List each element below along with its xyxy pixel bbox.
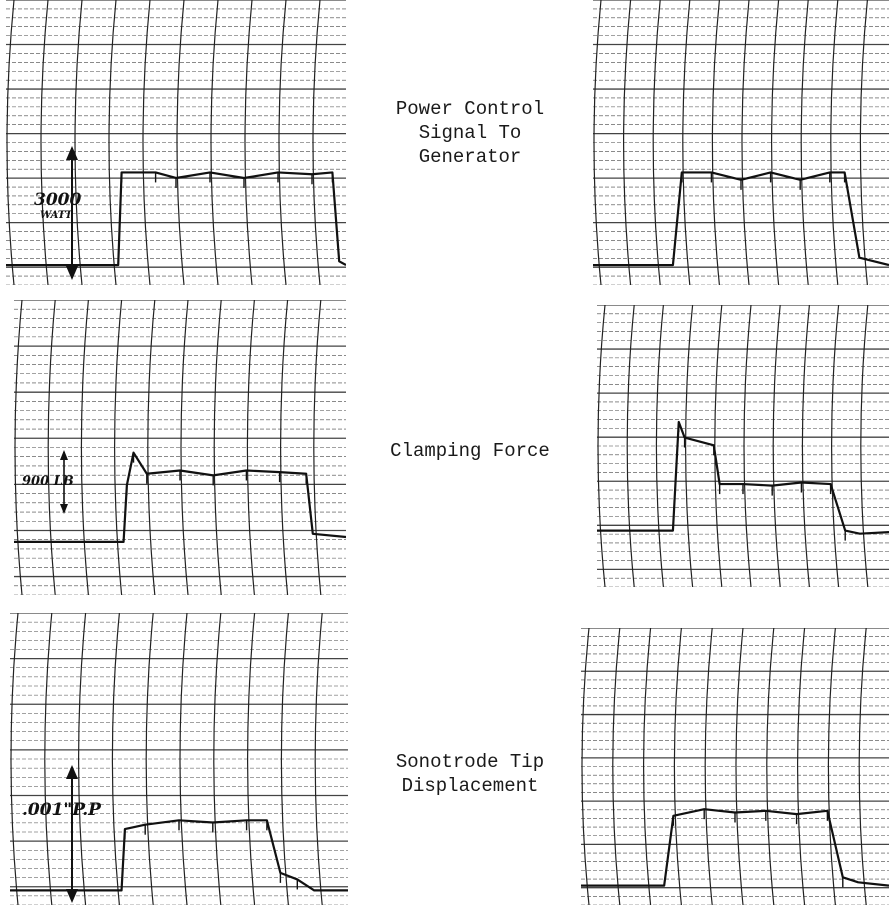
clamping-force-plot-left — [14, 300, 346, 595]
grid-vline — [685, 305, 694, 587]
grid-vline — [314, 613, 323, 905]
power-control-chart-left — [6, 0, 346, 285]
power-control-plot-left — [6, 0, 346, 285]
grid-vline — [827, 628, 836, 905]
grid-vline — [581, 628, 590, 905]
grid-vline — [772, 305, 781, 587]
grid-vline — [244, 0, 253, 285]
grid-vline — [626, 305, 635, 587]
grid-vline — [213, 613, 222, 905]
grid-vline — [741, 0, 750, 285]
grid-vline — [830, 0, 839, 285]
grid-vline — [47, 300, 56, 595]
grid-vline — [180, 300, 189, 595]
signal-trace — [597, 420, 889, 535]
sonotrode-chart-right — [581, 628, 889, 905]
grid-vline — [280, 613, 289, 905]
grid-vline — [14, 300, 23, 595]
grid-vline — [766, 628, 775, 905]
grid-vline — [673, 628, 682, 905]
grid-vline — [643, 628, 652, 905]
grid-vline — [612, 628, 621, 905]
grid-vline — [743, 305, 752, 587]
grid-vline — [40, 0, 49, 285]
caption-sonotrode-line-2: Displacement — [401, 775, 539, 797]
caption-sonotrode-line-1: Sonotrode Tip — [395, 751, 545, 773]
grid-vline — [80, 300, 89, 595]
power-control-chart-right — [593, 0, 889, 285]
grid-vline — [246, 300, 255, 595]
clamping-force-plot-right — [597, 305, 889, 587]
caption-clamping-line-1: Clamping Force — [390, 440, 550, 462]
grid-vline — [114, 300, 123, 595]
grid-vline — [711, 0, 720, 285]
grid-vline — [280, 300, 289, 595]
grid-vline — [74, 0, 83, 285]
grid-vline — [10, 613, 19, 905]
grid-vline — [147, 300, 156, 595]
grid-vline — [176, 0, 185, 285]
grid-vline — [247, 613, 256, 905]
grid-vline — [145, 613, 154, 905]
grid-vline — [831, 305, 840, 587]
grid-vline — [213, 300, 222, 595]
grid-vline — [704, 628, 713, 905]
grid-vline — [278, 0, 287, 285]
grid-vline — [735, 628, 744, 905]
grid-vline — [179, 613, 188, 905]
grid-vline — [655, 305, 664, 587]
grid-vline — [859, 0, 868, 285]
grid-vline — [623, 0, 632, 285]
grid-vline — [800, 0, 809, 285]
grid-vline — [44, 613, 53, 905]
clamping-force-chart-right — [597, 305, 889, 587]
signal-trace — [6, 171, 346, 267]
caption-power-line-2: Signal To — [418, 122, 522, 144]
grid-vline — [597, 305, 606, 587]
sonotrode-plot-right — [581, 628, 889, 905]
grid-vline — [801, 305, 810, 587]
caption-power-line-3: Generator — [418, 146, 522, 168]
grid-vline — [858, 628, 867, 905]
grid-vline — [312, 0, 321, 285]
grid-vline — [682, 0, 691, 285]
caption-power-control: Power Control Signal To Generator — [350, 97, 590, 169]
grid-vline — [108, 0, 117, 285]
grid-vline — [210, 0, 219, 285]
grid-vline — [111, 613, 120, 905]
sonotrode-chart-left — [10, 613, 348, 905]
grid-vline — [6, 0, 15, 285]
grid-vline — [797, 628, 806, 905]
grid-vline — [78, 613, 87, 905]
grid-vline — [652, 0, 661, 285]
caption-power-line-1: Power Control — [395, 98, 545, 120]
grid-vline — [142, 0, 151, 285]
sonotrode-plot-left — [10, 613, 348, 905]
clamping-force-chart-left — [14, 300, 346, 595]
grid-vline — [313, 300, 322, 595]
caption-clamping-force: Clamping Force — [350, 439, 590, 463]
caption-sonotrode: Sonotrode Tip Displacement — [350, 750, 590, 798]
signal-trace — [10, 819, 348, 892]
grid-vline — [860, 305, 869, 587]
grid-vline — [771, 0, 780, 285]
grid-vline — [593, 0, 602, 285]
power-control-plot-right — [593, 0, 889, 285]
